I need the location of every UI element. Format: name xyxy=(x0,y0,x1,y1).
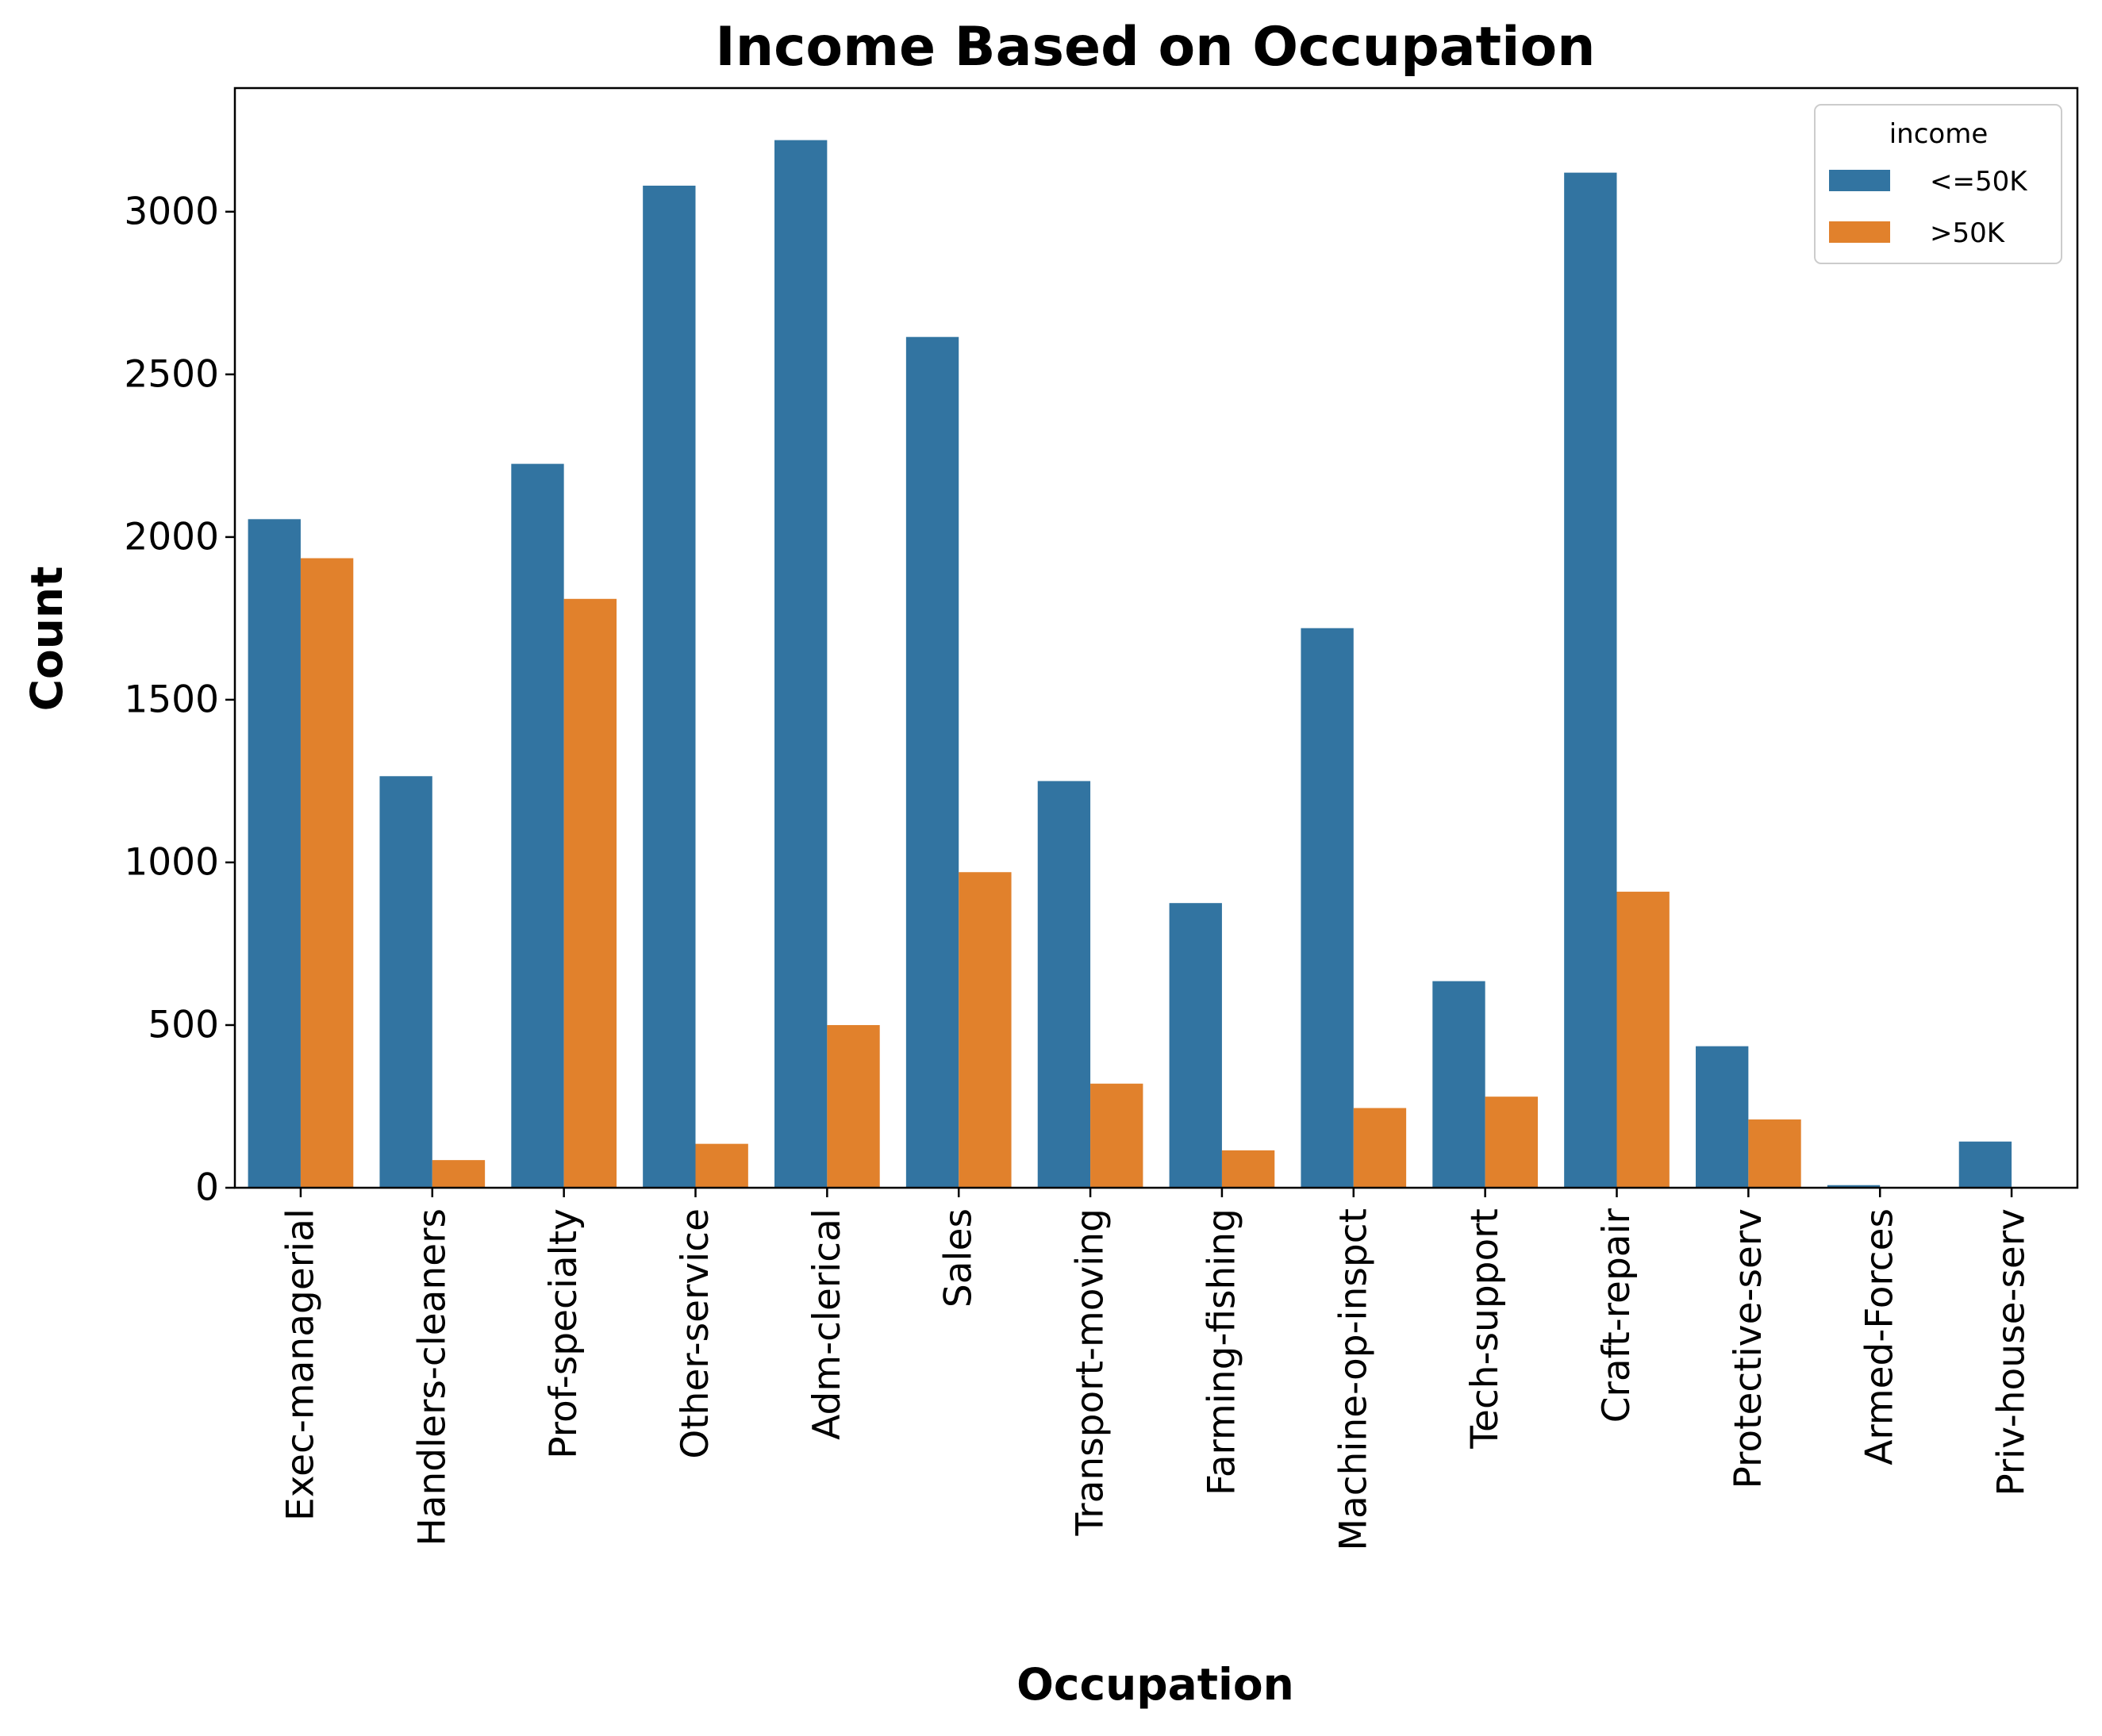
bar-adm-clerical-le50k xyxy=(774,140,828,1188)
bar-prof-specialty-gt50k xyxy=(563,598,617,1188)
x-axis-title: Occupation xyxy=(1016,1659,1294,1710)
bar-tech-support-gt50k xyxy=(1485,1097,1538,1188)
x-tick-label-handlers-cleaners: Handlers-cleaners xyxy=(410,1208,454,1546)
legend-title: income xyxy=(1889,118,1989,150)
x-tick-label-other-service: Other-service xyxy=(674,1208,717,1459)
x-axis-ticks: Exec-managerial Handlers-cleaners Prof-spe… xyxy=(279,1188,2034,1551)
bar-exec-managerial-le50k xyxy=(248,519,301,1188)
bar-protective-serv-le50k xyxy=(1696,1046,1749,1188)
x-tick-label-protective-serv: Protective-serv xyxy=(1727,1208,1770,1488)
bar-transport-moving-le50k xyxy=(1037,781,1091,1188)
bar-tech-support-le50k xyxy=(1432,981,1485,1188)
bar-other-service-le50k xyxy=(643,186,696,1189)
x-tick-label-machine-op-inspct: Machine-op-inspct xyxy=(1332,1208,1375,1551)
x-tick-label-prof-specialty: Prof-specialty xyxy=(542,1208,586,1459)
x-tick-label-transport-moving: Transport-moving xyxy=(1069,1208,1112,1537)
y-tick-label-2000: 2000 xyxy=(124,515,219,559)
y-tick-label-3000: 3000 xyxy=(124,190,219,233)
bar-machine-op-inspct-le50k xyxy=(1301,628,1354,1188)
y-tick-label-500: 500 xyxy=(148,1003,219,1047)
legend-label-le50k: <=50K xyxy=(1930,166,2028,198)
legend: income <=50K >50K xyxy=(1814,104,2062,264)
bar-transport-moving-gt50k xyxy=(1090,1083,1143,1188)
bar-craft-repair-le50k xyxy=(1564,172,1617,1189)
bar-sales-gt50k xyxy=(959,872,1012,1188)
x-tick-label-craft-repair: Craft-repair xyxy=(1595,1208,1639,1423)
bar-craft-repair-gt50k xyxy=(1616,891,1670,1188)
legend-swatch-gt50k xyxy=(1829,221,1890,243)
y-tick-label-1500: 1500 xyxy=(124,678,219,721)
y-tick-label-0: 0 xyxy=(195,1166,219,1210)
x-tick-label-adm-clerical: Adm-clerical xyxy=(805,1208,849,1440)
x-tick-label-exec-managerial: Exec-managerial xyxy=(279,1208,322,1521)
bar-priv-house-serv-le50k xyxy=(1958,1141,2012,1188)
plot-frame xyxy=(233,86,2079,1189)
bar-exec-managerial-gt50k xyxy=(300,558,354,1188)
legend-label-gt50k: >50K xyxy=(1930,217,2006,249)
bar-protective-serv-gt50k xyxy=(1748,1119,1801,1188)
bar-adm-clerical-gt50k xyxy=(827,1024,880,1188)
bar-handlers-cleaners-le50k xyxy=(379,776,432,1188)
bar-armed-forces-le50k xyxy=(1827,1185,1881,1188)
x-tick-label-armed-forces: Armed-Forces xyxy=(1858,1208,1902,1465)
x-tick-label-farming-fishing: Farming-fishing xyxy=(1200,1208,1243,1496)
y-axis-ticks: 0 500 1000 1500 2000 2500 3000 xyxy=(124,190,235,1210)
bar-sales-le50k xyxy=(905,336,959,1188)
y-tick-label-2500: 2500 xyxy=(124,352,219,396)
bar-other-service-gt50k xyxy=(695,1143,748,1188)
y-tick-label-1000: 1000 xyxy=(124,840,219,884)
bars-group xyxy=(248,140,2065,1189)
bar-machine-op-inspct-gt50k xyxy=(1353,1108,1407,1188)
x-tick-label-sales: Sales xyxy=(937,1208,981,1308)
bar-farming-fishing-gt50k xyxy=(1221,1150,1275,1188)
legend-swatch-le50k xyxy=(1829,170,1890,191)
y-axis-title: Count xyxy=(21,567,72,712)
bar-farming-fishing-le50k xyxy=(1169,903,1222,1188)
chart-title: Income Based on Occupation xyxy=(715,16,1595,79)
x-tick-label-tech-support: Tech-support xyxy=(1463,1208,1507,1450)
bar-prof-specialty-le50k xyxy=(511,463,564,1188)
bar-handlers-cleaners-gt50k xyxy=(432,1160,486,1188)
x-tick-label-priv-house-serv: Priv-house-serv xyxy=(1990,1208,2034,1496)
